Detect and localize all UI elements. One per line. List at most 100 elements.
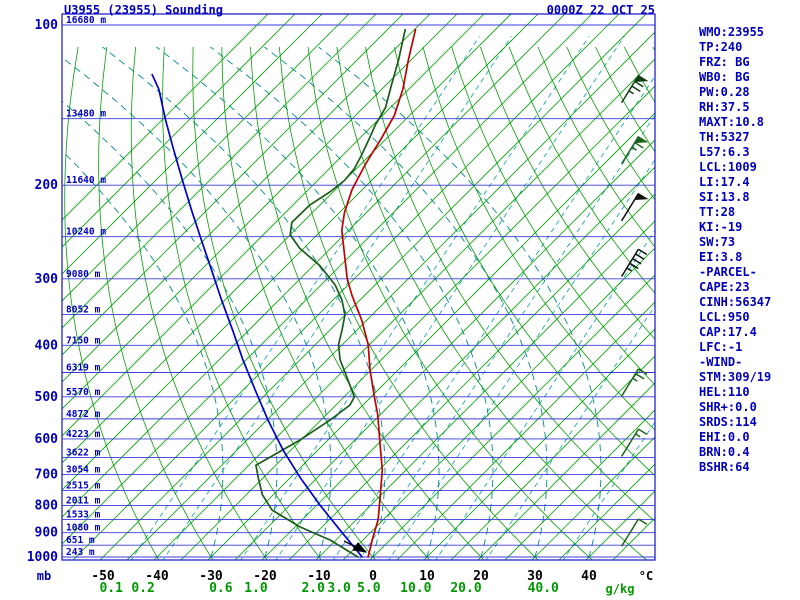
chart-datetime: 0000Z 22 OCT 25 [546,3,655,17]
wind-barb [620,428,648,457]
index-line: TT:28 [699,205,736,219]
index-line: L57:6.3 [699,145,750,159]
svg-text:200: 200 [35,178,59,193]
svg-text:11640 m: 11640 m [66,175,106,186]
svg-text:20.0: 20.0 [450,581,481,596]
svg-text:g/kg: g/kg [606,582,635,596]
wet-bulb-trace [151,73,364,558]
moist-adiabats [62,46,602,560]
index-line: -PARCEL- [699,265,757,279]
svg-text:16680 m: 16680 m [66,15,106,26]
svg-text:500: 500 [35,390,59,405]
svg-text:600: 600 [35,432,59,447]
wind-barb [620,248,648,277]
svg-text:651 m: 651 m [66,535,95,546]
svg-text:-30: -30 [199,569,223,584]
index-line: WB0: BG [699,70,750,84]
svg-text:1.0: 1.0 [244,581,268,596]
svg-text:0.1: 0.1 [99,581,123,596]
svg-text:700: 700 [35,468,59,483]
svg-text:1080 m: 1080 m [66,523,101,534]
surface-wind-marker [343,540,368,553]
indices-side-panel: WMO:23955 TP:240 FRZ: BG WB0: BG PW:0.28… [699,25,771,475]
svg-text:°C: °C [639,569,653,583]
svg-text:1000: 1000 [27,550,58,565]
svg-text:0: 0 [369,569,377,584]
index-line: FRZ: BG [699,55,750,69]
svg-text:3054 m: 3054 m [66,465,101,476]
svg-text:4223 m: 4223 m [66,429,101,440]
svg-text:4872 m: 4872 m [66,409,101,420]
svg-text:800: 800 [35,498,59,513]
index-line: MAXT:10.8 [699,115,765,129]
svg-text:40.0: 40.0 [528,581,559,596]
index-line: CINH:56347 [699,295,772,309]
svg-text:-20: -20 [253,569,277,584]
svg-text:9080 m: 9080 m [66,269,101,280]
svg-text:10240 m: 10240 m [66,227,106,238]
index-line: SI:13.8 [699,190,750,204]
svg-text:6319 m: 6319 m [66,363,101,374]
wind-barb [620,74,649,104]
svg-text:3.0: 3.0 [327,581,351,596]
index-line: PW:0.28 [699,85,750,99]
index-line: BSHR:64 [699,460,750,474]
wind-barb [620,135,649,165]
svg-text:10.0: 10.0 [400,581,431,596]
index-line: SHR+:0.0 [699,400,757,414]
svg-text:100: 100 [35,18,59,33]
svg-text:1533 m: 1533 m [66,509,101,520]
index-line: TP:240 [699,40,743,54]
index-line: HEL:110 [699,385,750,399]
index-line: RH:37.5 [699,100,750,114]
svg-text:10: 10 [419,569,435,584]
wind-barb [620,518,648,547]
svg-text:-50: -50 [91,569,115,584]
svg-text:30: 30 [527,569,543,584]
index-line: EHI:0.0 [699,430,750,444]
svg-text:13480 m: 13480 m [66,109,106,120]
svg-text:0.2: 0.2 [131,581,154,596]
isobars [62,24,655,558]
index-line: LI:17.4 [699,175,750,189]
index-line: KI:-19 [699,220,743,234]
plot-border [61,13,656,561]
wind-barb [620,192,649,222]
index-line: SW:73 [699,235,736,249]
index-line: LCL:950 [699,310,750,324]
svg-text:5.0: 5.0 [357,581,381,596]
plot-grid [62,14,655,560]
svg-text:20: 20 [473,569,489,584]
dewpoint-trace [255,28,407,558]
index-line: SRDS:114 [699,415,757,429]
index-line: TH:5327 [699,130,750,144]
wind-barbs [620,74,649,547]
svg-text:3622 m: 3622 m [66,447,101,458]
svg-text:mb: mb [37,569,51,583]
isotherms [62,14,655,560]
svg-text:-10: -10 [307,569,331,584]
svg-text:8052 m: 8052 m [66,304,101,315]
svg-text:7150 m: 7150 m [66,335,101,346]
svg-text:2011 m: 2011 m [66,495,101,506]
svg-text:0.6: 0.6 [209,581,233,596]
index-line: STM:309/19 [699,370,772,384]
index-line: CAP:17.4 [699,325,757,339]
svg-text:2.0: 2.0 [301,581,325,596]
svg-text:40: 40 [581,569,597,584]
index-line: BRN:0.4 [699,445,750,459]
index-line: CAPE:23 [699,280,750,294]
index-line: EI:3.8 [699,250,743,264]
svg-text:243 m: 243 m [66,547,95,558]
chart-title: U3955 (23955) Sounding [64,3,223,17]
index-line: LFC:-1 [699,340,743,354]
index-line: -WIND- [699,355,743,369]
svg-text:-40: -40 [145,569,169,584]
svg-text:400: 400 [35,338,59,353]
index-line: WMO:23955 [699,25,765,39]
svg-text:900: 900 [35,526,59,541]
wind-barb [620,368,648,397]
